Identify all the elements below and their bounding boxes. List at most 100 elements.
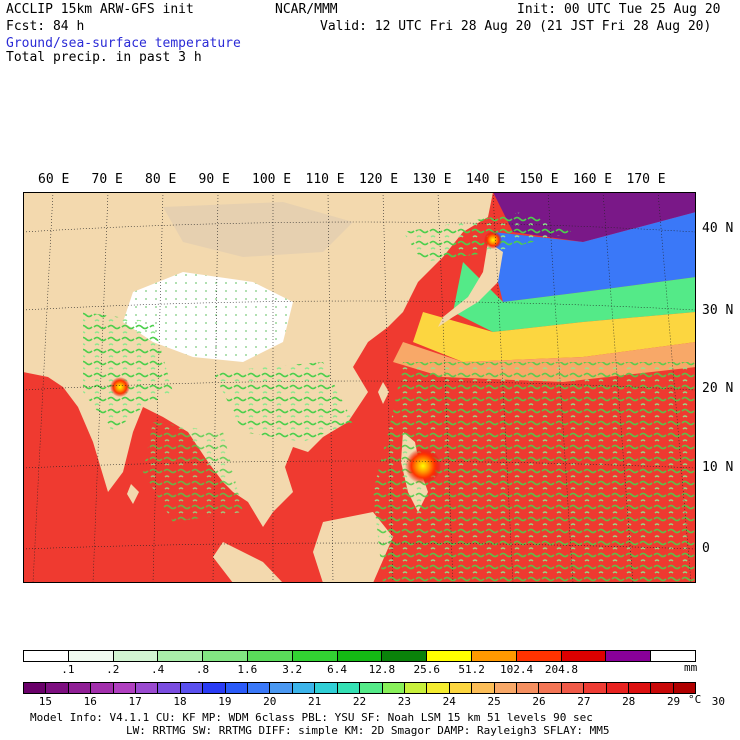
temperature-color-swatch — [180, 683, 204, 693]
precip-color-swatch — [382, 651, 428, 661]
title-fcst: Fcst: 84 h — [6, 19, 85, 34]
temperature-color-swatch — [472, 683, 495, 693]
precip-color-swatch — [606, 651, 652, 661]
precip-scale-label: .2 — [106, 663, 120, 676]
precip-color-swatch — [203, 651, 248, 661]
longitude-label: 110 E — [305, 172, 345, 187]
precip-color-swatch — [68, 651, 114, 661]
longitude-label: 150 E — [519, 172, 559, 187]
temperature-color-swatch — [673, 683, 696, 693]
storm-north — [484, 231, 502, 249]
land-sumatra — [213, 542, 283, 583]
temperature-color-swatch — [315, 683, 338, 693]
temperature-color-swatch — [203, 683, 226, 693]
precip-scale-label: 204.8 — [544, 663, 578, 676]
temperature-color-swatch — [449, 683, 473, 693]
temperature-color-swatch — [427, 683, 450, 693]
precip-color-swatch — [651, 651, 695, 661]
temperature-scale-label: 18 — [173, 695, 187, 708]
land-taiwan — [378, 382, 389, 404]
precip-scale-label: .8 — [195, 663, 210, 676]
latitude-label: 30 N — [702, 303, 734, 318]
land-mongolia — [163, 202, 353, 257]
temperature-color-swatch — [158, 683, 181, 693]
precip-scale-label: 51.2 — [458, 663, 485, 676]
land-srilanka — [127, 484, 139, 504]
precip-scale-label: 6.4 — [327, 663, 347, 676]
storm-india — [110, 377, 130, 397]
field-name-precip: Total precip. in past 3 h — [6, 50, 202, 65]
temperature-color-swatch — [494, 683, 517, 693]
field-name-temperature: Ground/sea-surface temperature — [6, 36, 241, 51]
sea-mild-band — [453, 262, 696, 332]
forecast-map — [23, 192, 696, 583]
land-tibet — [123, 272, 293, 362]
temperature-scale-label: 25 — [487, 695, 501, 708]
precip-monsoon-india — [83, 312, 173, 432]
title-valid: Valid: 12 UTC Fri 28 Aug 20 (21 JST Fri … — [320, 19, 712, 34]
precip-bay-of-bengal — [143, 422, 243, 522]
temperature-color-swatch — [628, 683, 652, 693]
temperature-color-swatch — [136, 683, 159, 693]
temperature-color-swatch — [292, 683, 316, 693]
temperature-scale-label: 19 — [218, 695, 232, 708]
map-frame — [23, 192, 696, 583]
temperature-color-swatch — [360, 683, 383, 693]
temperature-color-swatch — [606, 683, 629, 693]
precip-color-swatch — [292, 651, 338, 661]
precip-scale-label: 25.6 — [413, 663, 441, 676]
title-model: ACCLIP 15km ARW-GFS init — [6, 2, 194, 17]
precip-color-swatch — [113, 651, 159, 661]
precip-color-swatch — [427, 651, 472, 661]
temperature-color-swatch — [651, 683, 674, 693]
longitude-label: 170 E — [626, 172, 666, 187]
precip-scale-label: .1 — [61, 663, 75, 676]
land-borneo — [313, 512, 393, 583]
longitude-label: 80 E — [145, 172, 177, 187]
typhoon-west-pacific — [405, 448, 441, 484]
footer-model-info: Model Info: V4.1.1 CU: KF MP: WDM 6class… — [30, 711, 593, 724]
temperature-color-swatch — [561, 683, 585, 693]
temperature-colorbar — [23, 682, 696, 694]
precip-colorbar — [23, 650, 696, 662]
precip-scale-label: 12.8 — [368, 663, 396, 676]
title-init: Init: 00 UTC Tue 25 Aug 20 — [517, 2, 721, 17]
temperature-scale-label: 24 — [442, 695, 456, 708]
temperature-scale-label: 27 — [577, 695, 591, 708]
temperature-scale-label: 30 — [711, 695, 726, 708]
longitude-label: 90 E — [198, 172, 230, 187]
temperature-scale-label: 21 — [308, 695, 322, 708]
precip-unit: mm — [684, 661, 698, 674]
precip-scale-label: .4 — [150, 663, 165, 676]
temperature-scale-label: 26 — [532, 695, 546, 708]
sea-warm-band — [413, 312, 696, 362]
latitude-label: 0 — [702, 541, 710, 556]
temperature-color-swatch — [24, 683, 47, 693]
precip-color-swatch — [516, 651, 562, 661]
longitude-label: 100 E — [252, 172, 292, 187]
land-japan — [438, 242, 503, 327]
precip-color-swatch — [247, 651, 293, 661]
longitude-label: 60 E — [38, 172, 70, 187]
precip-color-swatch — [24, 651, 69, 661]
temperature-color-swatch — [539, 683, 562, 693]
precip-color-swatch — [158, 651, 204, 661]
temperature-color-swatch — [225, 683, 249, 693]
temperature-color-swatch — [91, 683, 114, 693]
temperature-scale-label: 16 — [83, 695, 97, 708]
temperature-scale-label: 22 — [352, 695, 367, 708]
graticule — [23, 192, 696, 583]
longitude-label: 70 E — [91, 172, 123, 187]
precip-color-swatch — [561, 651, 607, 661]
longitude-label: 130 E — [412, 172, 452, 187]
precip-scale-label: 102.4 — [499, 663, 534, 676]
precip-pacific — [373, 362, 696, 583]
precip-scale-label: 1.6 — [237, 663, 258, 676]
latitude-label: 20 N — [702, 381, 734, 396]
precip-color-swatch — [471, 651, 517, 661]
precip-scale-label: 3.2 — [282, 663, 303, 676]
temperature-color-swatch — [584, 683, 607, 693]
temperature-color-swatch — [46, 683, 69, 693]
temperature-color-swatch — [113, 683, 137, 693]
title-org: NCAR/MMM — [275, 2, 338, 17]
